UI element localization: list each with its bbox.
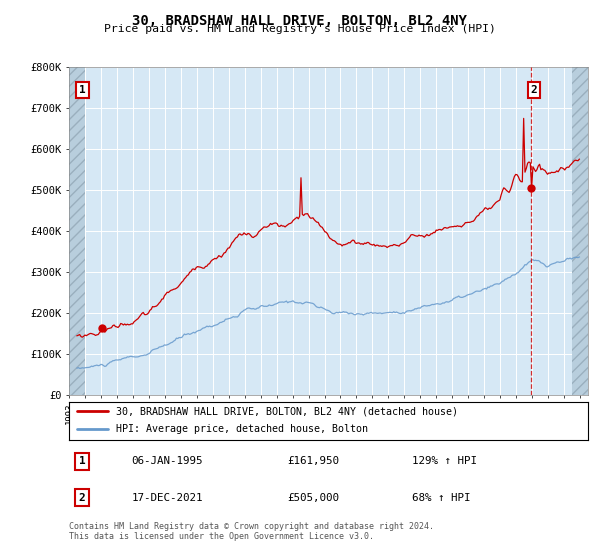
Bar bbox=[572, 67, 600, 395]
Text: 06-JAN-1995: 06-JAN-1995 bbox=[131, 456, 203, 466]
Text: 68% ↑ HPI: 68% ↑ HPI bbox=[412, 493, 470, 503]
Text: 129% ↑ HPI: 129% ↑ HPI bbox=[412, 456, 476, 466]
Text: 2: 2 bbox=[530, 85, 537, 95]
Text: 30, BRADSHAW HALL DRIVE, BOLTON, BL2 4NY (detached house): 30, BRADSHAW HALL DRIVE, BOLTON, BL2 4NY… bbox=[116, 406, 458, 416]
Text: 1: 1 bbox=[79, 85, 86, 95]
Text: £161,950: £161,950 bbox=[287, 456, 339, 466]
Text: 1: 1 bbox=[79, 456, 85, 466]
Text: 2: 2 bbox=[79, 493, 85, 503]
Text: Price paid vs. HM Land Registry's House Price Index (HPI): Price paid vs. HM Land Registry's House … bbox=[104, 24, 496, 34]
Text: 17-DEC-2021: 17-DEC-2021 bbox=[131, 493, 203, 503]
Text: HPI: Average price, detached house, Bolton: HPI: Average price, detached house, Bolt… bbox=[116, 424, 368, 434]
Text: Contains HM Land Registry data © Crown copyright and database right 2024.
This d: Contains HM Land Registry data © Crown c… bbox=[69, 522, 434, 542]
Bar bbox=[69, 67, 85, 395]
Text: 30, BRADSHAW HALL DRIVE, BOLTON, BL2 4NY: 30, BRADSHAW HALL DRIVE, BOLTON, BL2 4NY bbox=[133, 14, 467, 28]
Text: £505,000: £505,000 bbox=[287, 493, 339, 503]
